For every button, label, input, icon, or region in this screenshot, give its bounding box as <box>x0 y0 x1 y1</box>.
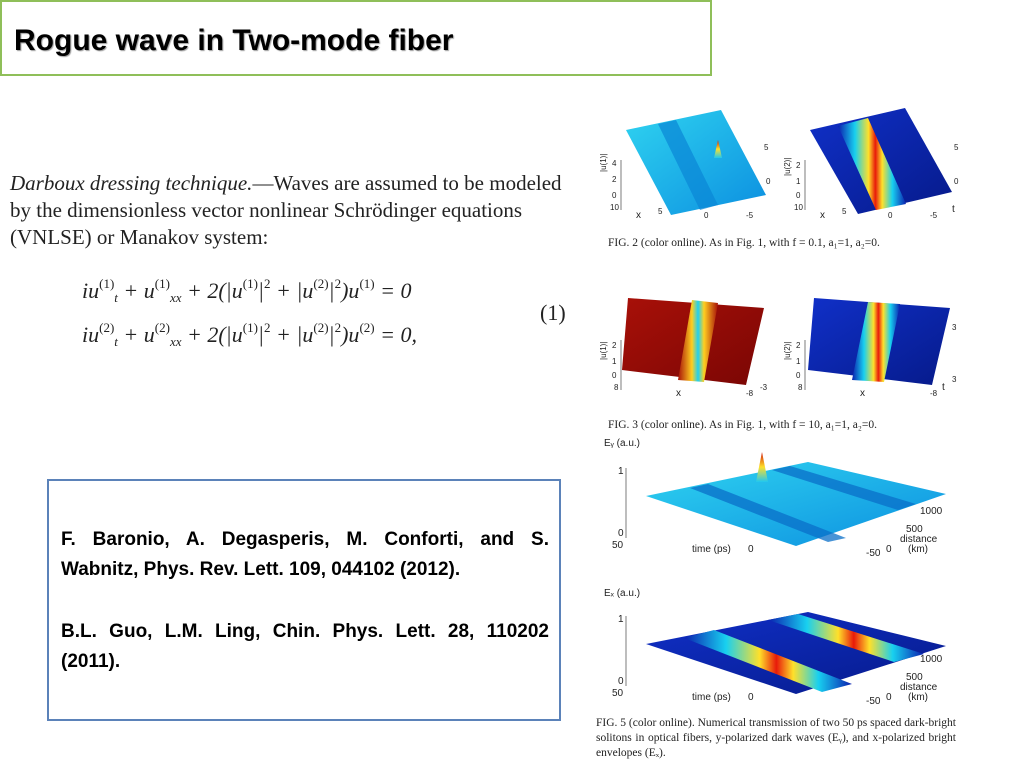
tick: 5 <box>764 143 769 152</box>
tick: 0 <box>888 211 893 220</box>
tick: -5 <box>746 211 754 220</box>
tick: 5 <box>842 207 847 216</box>
tick: 3 <box>952 323 957 332</box>
reference-guo: B.L. Guo, L.M. Ling, Chin. Phys. Lett. 2… <box>61 621 549 672</box>
dark-wave-2 <box>772 466 916 510</box>
surface <box>646 612 946 694</box>
bright-envelope-2 <box>768 614 924 662</box>
tick: 1 <box>618 466 624 477</box>
tick: 10 <box>794 203 803 212</box>
intro-text: —Waves are assumed to be modeled by the … <box>10 171 562 249</box>
t-label: t <box>952 204 955 215</box>
dark-wave-1 <box>690 484 846 542</box>
x-label: x <box>860 388 865 399</box>
tick: -8 <box>930 389 938 398</box>
slide-title-box: Rogue wave in Two-mode fiber <box>0 0 712 76</box>
x-label: x <box>676 388 681 399</box>
tick: 50 <box>612 540 624 551</box>
rogue-peak <box>714 140 722 158</box>
reference-baronio: F. Baronio, A. Degasperis, M. Conforti, … <box>61 529 549 580</box>
fig2-caption: FIG. 2 (color online). As in Fig. 1, wit… <box>608 237 880 249</box>
km-label: (km) <box>908 692 928 703</box>
time-label: time (ps) <box>692 692 731 703</box>
tick: 5 <box>954 143 959 152</box>
fig5-caption: FIG. 5 (color online). Numerical transmi… <box>596 717 956 759</box>
tick: 0 <box>886 544 892 555</box>
fig2-plot-u1: |u(1)| 4 2 0 10 x 5 0 -5 5 0 <box>599 110 771 221</box>
tick: 500 <box>906 672 923 683</box>
tick: 0 <box>796 191 801 200</box>
km-label: (km) <box>908 544 928 555</box>
tick: 8 <box>614 383 619 392</box>
tick: 0 <box>612 371 617 380</box>
equation-line-2: iu(2)t + u(2)xx + 2(|u(1)|2 + |u(2)|2)u(… <box>82 320 417 349</box>
ylabel-u1: |u(1)| <box>599 154 608 172</box>
tick: 8 <box>798 383 803 392</box>
tick: 1 <box>612 357 617 366</box>
tick: -50 <box>866 548 881 559</box>
tick: -50 <box>866 696 881 707</box>
distance-label: distance <box>900 682 938 693</box>
dark-stripe <box>658 120 718 210</box>
fig3-plot-u1: |u(1)| 2 1 0 8 x -8 -3 <box>599 298 768 399</box>
tick: -3 <box>760 383 768 392</box>
ylabel-u2: |u(2)| <box>783 342 792 360</box>
rogue-peak <box>756 452 768 482</box>
tick: 0 <box>954 177 959 186</box>
fig2-plot-u2: |u(2)| 2 1 0 10 x 5 0 -5 t 5 0 <box>783 108 959 221</box>
tick: 1 <box>796 357 801 366</box>
intro-lead: Darboux dressing technique. <box>10 171 253 195</box>
fig3-caption: FIG. 3 (color online). As in Fig. 1, wit… <box>608 419 877 431</box>
surface <box>646 462 946 546</box>
tick: 0 <box>618 676 624 687</box>
tick: 0 <box>618 528 624 539</box>
equation-line-1: iu(1)t + u(1)xx + 2(|u(1)|2 + |u(2)|2)u(… <box>82 276 412 305</box>
bright-ridge <box>838 118 906 210</box>
tick: -5 <box>930 211 938 220</box>
ylabel-u2: |u(2)| <box>783 158 792 176</box>
x-label: x <box>820 210 825 221</box>
t-label: t <box>942 382 945 393</box>
tick: 0 <box>612 191 617 200</box>
slide-title: Rogue wave in Two-mode fiber <box>14 24 454 57</box>
bright-ridge <box>852 302 900 382</box>
tick: 1000 <box>920 506 943 517</box>
tick: -8 <box>746 389 754 398</box>
tick: 0 <box>704 211 709 220</box>
ylabel-u1: |u(1)| <box>599 342 608 360</box>
tick: 0 <box>766 177 771 186</box>
bright-envelope-1 <box>684 630 852 692</box>
tick: 2 <box>612 175 617 184</box>
distance-label: distance <box>900 534 938 545</box>
fig3-plot-u2: |u(2)| 2 1 0 8 x -8 t 3 3 <box>783 298 957 399</box>
tick: 0 <box>748 692 754 703</box>
tick: 2 <box>796 341 801 350</box>
tick: 1 <box>618 614 624 625</box>
tick: 2 <box>796 161 801 170</box>
tick: 10 <box>610 203 619 212</box>
tick: 5 <box>658 207 663 216</box>
tick: 2 <box>612 341 617 350</box>
tick: 0 <box>748 544 754 555</box>
fig5-plot-ex: Eₓ (a.u.) 1 0 50 time (ps) 0 -50 1000 50… <box>604 588 946 707</box>
tick: 3 <box>952 375 957 384</box>
tick: 1000 <box>920 654 943 665</box>
tick: 0 <box>886 692 892 703</box>
references-box: F. Baronio, A. Degasperis, M. Conforti, … <box>47 479 561 721</box>
tick: 1 <box>796 177 801 186</box>
intro-paragraph: Darboux dressing technique.—Waves are as… <box>10 170 580 251</box>
dark-dip <box>678 300 718 382</box>
tick: 50 <box>612 688 624 699</box>
equation-number: (1) <box>540 300 566 325</box>
fig5-ylabel-top: Eᵧ (a.u.) <box>604 438 640 449</box>
time-label: time (ps) <box>692 544 731 555</box>
fig5-ylabel-bottom: Eₓ (a.u.) <box>604 588 640 599</box>
fig5-plot-ey: Eᵧ (a.u.) 1 0 50 time (ps) 0 -50 1000 50… <box>604 438 946 559</box>
tick: 0 <box>796 371 801 380</box>
tick: 4 <box>612 159 617 168</box>
tick: 500 <box>906 524 923 535</box>
x-label: x <box>636 210 641 221</box>
